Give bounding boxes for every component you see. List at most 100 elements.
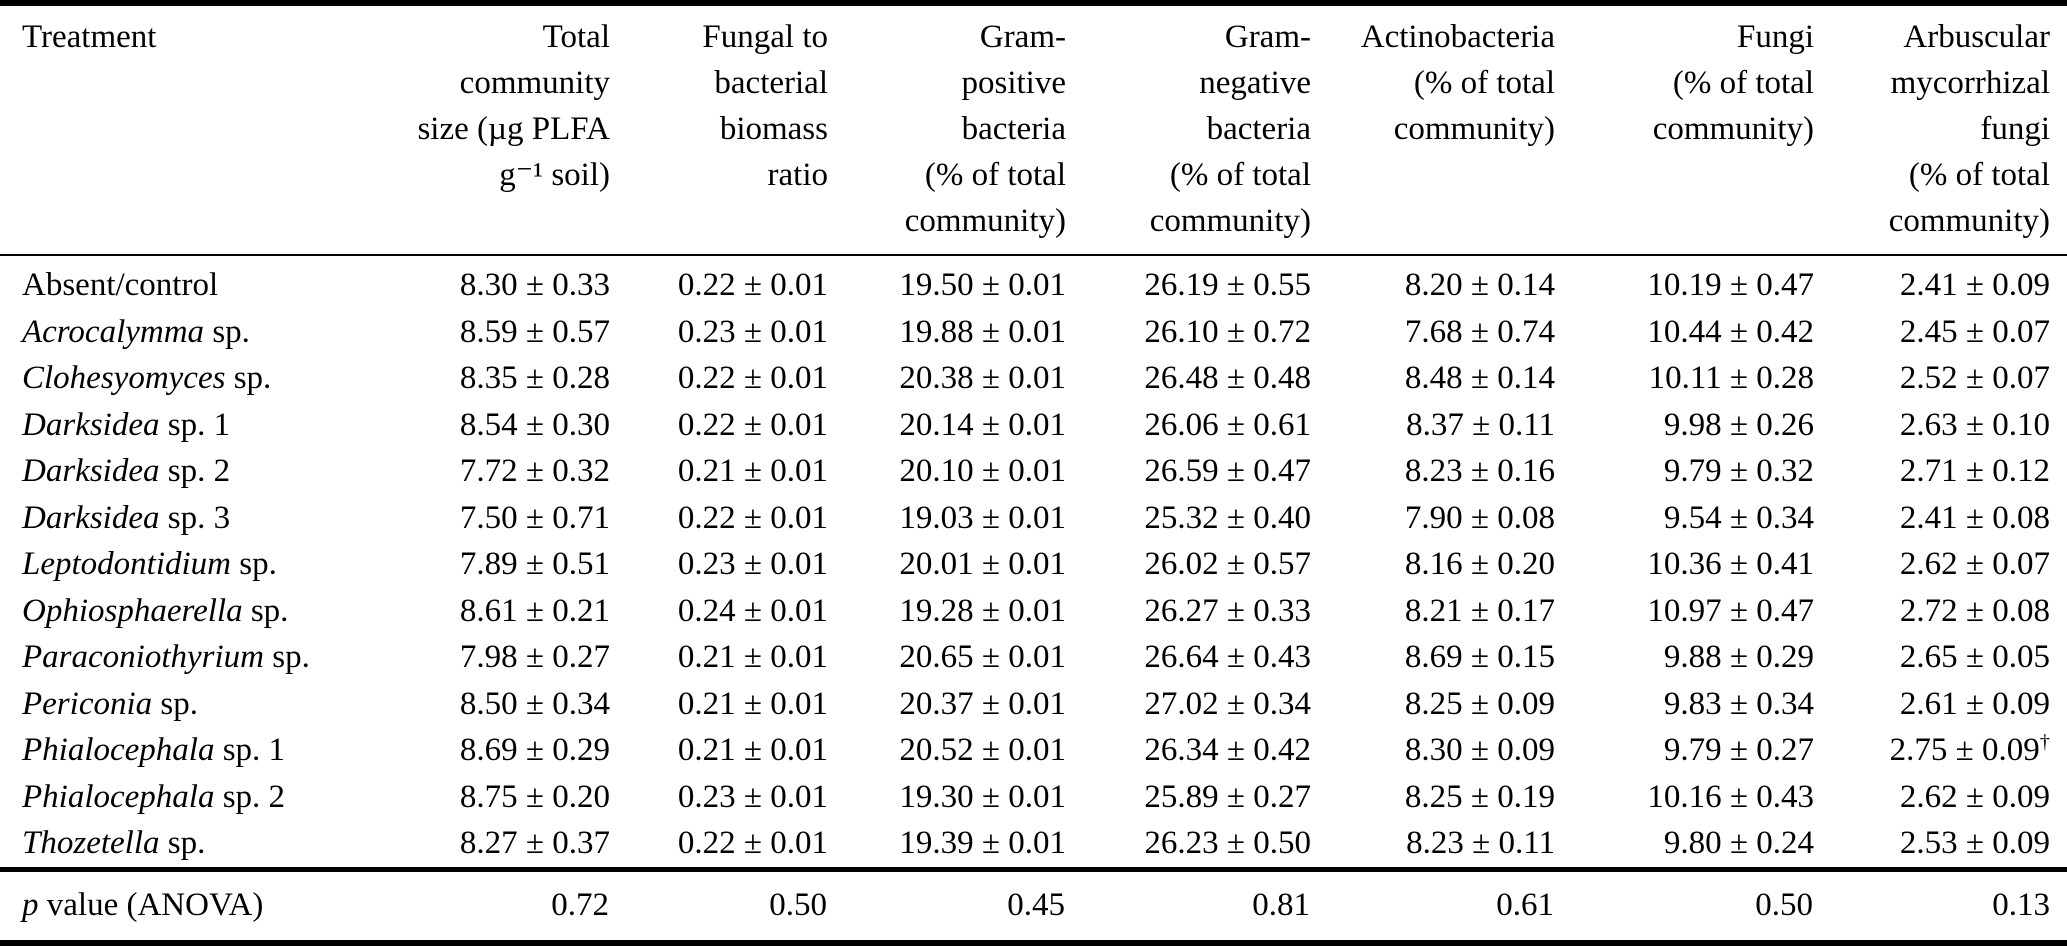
- header-line: (% of total: [924, 157, 1066, 193]
- data-table: Treatment Total community size (µg PLFA g⁻¹ …: [0, 6, 2067, 940]
- value-cell: 20.38 ± 0.01: [899, 360, 1066, 396]
- treatment-cell: Darksidea sp. 2: [0, 448, 335, 495]
- treatment-cell: Phialocephala sp. 2: [0, 774, 335, 821]
- treatment-label: sp. 3: [167, 499, 231, 536]
- value-cell: 2.52 ± 0.07: [1899, 360, 2050, 396]
- value-cell: 7.90 ± 0.08: [1404, 499, 1555, 536]
- value-cell: 8.75 ± 0.20: [459, 778, 610, 815]
- treatment-genus-italic: Acrocalymma: [22, 313, 205, 350]
- header-line: Gram-: [1224, 19, 1311, 55]
- treatment-cell: Darksidea sp. 3: [0, 495, 335, 542]
- treatment-cell: Paraconiothyrium sp.: [0, 634, 335, 681]
- treatment-cell: Periconia sp.: [0, 681, 335, 728]
- value-cell: 2.65 ± 0.05: [1899, 639, 2050, 675]
- treatment-cell: Darksidea sp. 1: [0, 402, 335, 449]
- header-line: negative: [1199, 65, 1311, 101]
- table-header: Treatment Total community size (µg PLFA g⁻¹ …: [0, 6, 2067, 256]
- value-cell: 0.21 ± 0.01: [677, 732, 828, 768]
- header-line: positive: [961, 65, 1067, 101]
- value-cell: 2.45 ± 0.07: [1899, 313, 2050, 350]
- value-cell: 0.22 ± 0.01: [677, 360, 828, 396]
- table-row: Darksidea sp. 2 7.72 ± 0.32 0.21 ± 0.01 20.…: [0, 448, 2067, 495]
- header-line: Treatment: [22, 19, 157, 55]
- value-cell: 2.61 ± 0.09: [1899, 685, 2050, 722]
- value-cell: 26.64 ± 0.43: [1144, 639, 1311, 675]
- value-cell: 7.68 ± 0.74: [1404, 313, 1555, 350]
- value-cell: 0.22 ± 0.01: [677, 825, 828, 861]
- treatment-label: sp. 2: [167, 453, 231, 489]
- treatment-label: sp.: [250, 592, 289, 629]
- header-line: community: [459, 65, 610, 101]
- treatment-genus-italic: Phialocephala: [22, 732, 215, 768]
- table-row: Paraconiothyrium sp. 7.98 ± 0.27 0.21 ± 0.…: [0, 634, 2067, 681]
- value-cell: 10.44 ± 0.42: [1647, 313, 1814, 350]
- value-cell: 9.83 ± 0.34: [1663, 685, 1814, 722]
- header-line: community): [1149, 203, 1311, 239]
- header-line: (% of total: [1413, 65, 1555, 101]
- value-cell: 9.80 ± 0.24: [1663, 825, 1814, 861]
- value-cell: 10.11 ± 0.28: [1648, 360, 1814, 396]
- value-cell: 7.98 ± 0.27: [459, 639, 610, 675]
- value-cell: 8.16 ± 0.20: [1404, 546, 1555, 582]
- table-row: Periconia sp. 8.50 ± 0.34 0.21 ± 0.01 20.37…: [0, 681, 2067, 728]
- treatment-cell: Leptodontidium sp.: [0, 541, 335, 588]
- value-cell: 26.06 ± 0.61: [1144, 406, 1311, 443]
- header-line: (% of total: [1169, 157, 1311, 193]
- value-cell: 9.79 ± 0.27: [1663, 732, 1814, 768]
- column-header-actinobacteria: Actinobacteria (% of total community): [1311, 6, 1555, 256]
- value-cell: 9.88 ± 0.29: [1663, 639, 1814, 675]
- value-cell: 8.20 ± 0.14: [1404, 267, 1555, 303]
- table-row: Clohesyomyces sp. 8.35 ± 0.28 0.22 ± 0.01 2…: [0, 355, 2067, 402]
- value-cell: 26.59 ± 0.47: [1144, 453, 1311, 489]
- table-row: Leptodontidium sp. 7.89 ± 0.51 0.23 ± 0.01…: [0, 541, 2067, 588]
- value-cell: 20.65 ± 0.01: [899, 639, 1066, 675]
- header-line: community): [1393, 111, 1555, 147]
- header-line: Total: [542, 19, 610, 55]
- value-cell: 0.21 ± 0.01: [677, 685, 828, 722]
- header-line: ratio: [767, 157, 828, 193]
- p-value-cell: 0.61: [1311, 866, 1555, 940]
- treatment-label: sp. 1: [222, 732, 286, 768]
- value-cell: 19.03 ± 0.01: [899, 499, 1066, 536]
- value-cell: 0.22 ± 0.01: [677, 406, 828, 443]
- header-line: (% of total: [1908, 157, 2050, 193]
- value-cell: 26.19 ± 0.55: [1144, 267, 1311, 303]
- treatment-cell: Thozetella sp.: [0, 820, 335, 869]
- header-line: Fungal to: [702, 19, 828, 55]
- table-row: Thozetella sp. 8.27 ± 0.37 0.22 ± 0.01 19.3…: [0, 820, 2067, 869]
- p-value-cell: 0.50: [1555, 866, 1814, 940]
- value-cell: 0.23 ± 0.01: [677, 546, 828, 582]
- value-cell: 0.22 ± 0.01: [677, 267, 828, 303]
- treatment-cell: Clohesyomyces sp.: [0, 355, 335, 402]
- column-header-fungi: Fungi (% of total community): [1555, 6, 1814, 256]
- header-line: bacterial: [714, 65, 828, 101]
- header-line: Arbuscular: [1903, 19, 2050, 55]
- value-cell: 25.32 ± 0.40: [1144, 499, 1311, 536]
- treatment-genus-italic: Periconia: [22, 685, 153, 722]
- value-cell: 0.21 ± 0.01: [677, 639, 828, 675]
- table-row: Absent/control 8.30 ± 0.33 0.22 ± 0.01 19.5…: [0, 255, 2067, 309]
- header-line: mycorrhizal: [1890, 65, 2050, 101]
- treatment-genus-italic: Darksidea: [22, 453, 160, 489]
- value-cell: 2.72 ± 0.08: [1899, 592, 2050, 629]
- value-cell: 2.71 ± 0.12: [1899, 453, 2050, 489]
- table-footer: p value (ANOVA) 0.72 0.50 0.45 0.81 0.61 0.50 0…: [0, 866, 2067, 940]
- header-line: community): [1652, 111, 1814, 147]
- value-cell: 8.54 ± 0.30: [459, 406, 610, 443]
- value-cell: 8.25 ± 0.09: [1404, 685, 1555, 722]
- value-cell: 8.23 ± 0.16: [1404, 453, 1555, 489]
- header-line: community): [1888, 203, 2050, 239]
- column-header-treatment: Treatment: [0, 6, 335, 256]
- value-cell: 26.34 ± 0.42: [1144, 732, 1311, 768]
- treatment-genus-italic: Darksidea: [22, 406, 160, 443]
- value-cell: 0.23 ± 0.01: [677, 313, 828, 350]
- value-cell: 10.19 ± 0.47: [1647, 267, 1814, 303]
- value-cell: 2.63 ± 0.10: [1899, 406, 2050, 443]
- value-cell: 0.21 ± 0.01: [677, 453, 828, 489]
- header-line: Actinobacteria: [1360, 19, 1555, 55]
- header-line: (% of total: [1672, 65, 1814, 101]
- treatment-label: sp.: [239, 546, 277, 582]
- column-header-arbuscular-mycorrhizal-fungi: Arbuscular mycorrhizal fungi (% of total com…: [1814, 6, 2067, 256]
- p-value-cell: 0.81: [1066, 866, 1311, 940]
